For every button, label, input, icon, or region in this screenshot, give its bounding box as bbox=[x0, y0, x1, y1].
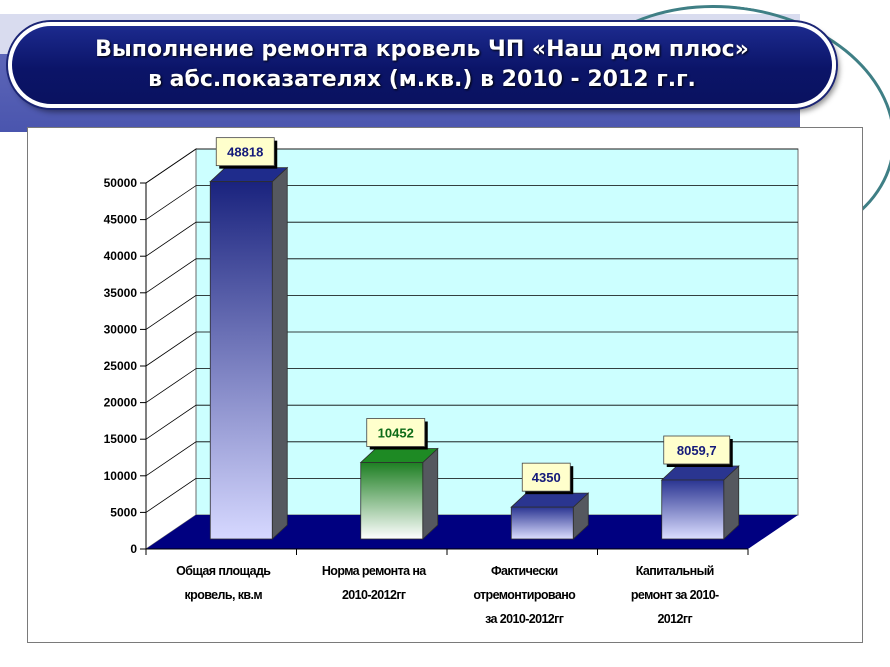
bar-front bbox=[661, 479, 725, 540]
bar bbox=[359, 447, 439, 540]
bar-front bbox=[510, 506, 574, 540]
y-tick-label: 15000 bbox=[104, 432, 138, 446]
y-tick-label: 45000 bbox=[104, 213, 138, 227]
category-label: Общая площадь bbox=[176, 564, 271, 578]
value-label: 10452 bbox=[378, 425, 414, 440]
bar-side bbox=[271, 166, 288, 540]
gridline bbox=[145, 185, 798, 220]
category-label: Фактически bbox=[491, 564, 558, 578]
bar bbox=[660, 465, 740, 540]
y-tick-label: 50000 bbox=[104, 176, 138, 190]
value-label-box bbox=[215, 137, 275, 167]
gridline bbox=[145, 221, 798, 257]
y-tick-label: 0 bbox=[130, 542, 137, 556]
gridline bbox=[145, 441, 798, 477]
value-label-box bbox=[366, 418, 426, 447]
value-label: 8059,7 bbox=[677, 443, 717, 458]
category-label: ремонт за 2010- bbox=[631, 588, 719, 602]
gridline bbox=[145, 258, 798, 294]
y-tick-label: 5000 bbox=[110, 505, 137, 519]
title-line-2: в абс.показателях (м.кв.) в 2010 - 2012 … bbox=[148, 67, 696, 92]
gridline bbox=[145, 331, 798, 367]
bar-chart: 0 5000 10000 15000 20000 25000 30000 35000 40000… bbox=[104, 137, 799, 626]
y-tick-label: 25000 bbox=[104, 359, 138, 373]
value-label-box bbox=[521, 462, 571, 492]
y-tick-label: 35000 bbox=[104, 286, 138, 300]
y-tick-label: 20000 bbox=[104, 396, 138, 410]
bar-front bbox=[360, 462, 424, 540]
gridline bbox=[145, 477, 798, 513]
chart-frame: 0 5000 10000 15000 20000 25000 30000 35000 40000… bbox=[27, 127, 863, 643]
floor bbox=[146, 515, 798, 549]
category-label: 2010-2012гг bbox=[342, 588, 406, 602]
y-tick-label: 30000 bbox=[104, 322, 138, 336]
gridline bbox=[145, 148, 798, 184]
category-label: Норма ремонта на bbox=[322, 564, 427, 578]
y-tick-label: 40000 bbox=[104, 249, 138, 263]
category-label: за 2010-2012гг bbox=[485, 612, 564, 626]
bar bbox=[510, 492, 590, 540]
title-line-1: Выполнение ремонта кровель ЧП «Наш дом п… bbox=[95, 37, 749, 62]
gridline bbox=[145, 404, 798, 440]
gridline bbox=[145, 368, 798, 403]
y-tick-label: 10000 bbox=[104, 469, 138, 483]
bar bbox=[209, 166, 289, 540]
category-label: отремонтировано bbox=[473, 588, 576, 602]
value-label: 4350 bbox=[532, 470, 561, 485]
value-label-box bbox=[663, 435, 731, 465]
gridline bbox=[145, 294, 798, 330]
title-banner: Выполнение ремонта кровель ЧП «Наш дом п… bbox=[8, 22, 836, 108]
category-label: кровель, кв.м bbox=[185, 588, 263, 602]
category-label: Капитальный bbox=[636, 564, 714, 578]
bar-front bbox=[209, 181, 273, 540]
bar-side bbox=[422, 447, 439, 540]
category-label: 2012гг bbox=[657, 612, 692, 626]
value-label: 48818 bbox=[227, 145, 263, 160]
